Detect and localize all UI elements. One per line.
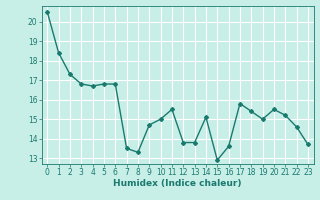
X-axis label: Humidex (Indice chaleur): Humidex (Indice chaleur)	[113, 179, 242, 188]
